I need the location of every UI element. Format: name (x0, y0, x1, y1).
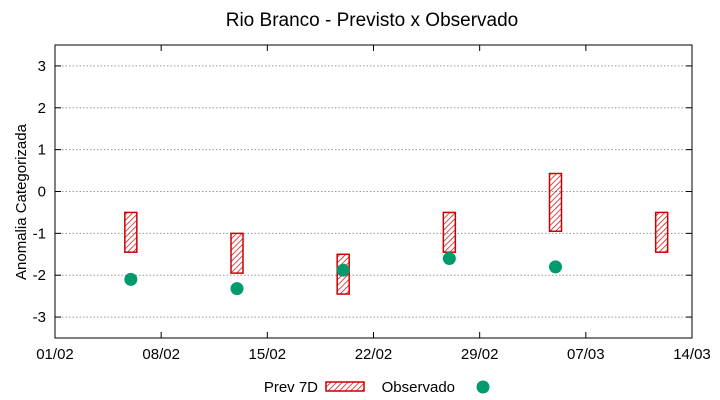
forecast-bars (124, 172, 669, 295)
observed-point (336, 263, 350, 277)
x-tick-label: 29/02 (461, 346, 499, 363)
x-tick-label: 07/03 (567, 346, 605, 363)
y-tick-label: 0 (38, 184, 46, 201)
observed-points (124, 251, 562, 296)
y-axis-label: Anomalia Categorizada (13, 123, 30, 280)
y-tick-label: -3 (33, 309, 46, 326)
y-tick-label: 1 (38, 142, 46, 159)
grid-lines (55, 65, 692, 318)
observed-point (549, 260, 562, 274)
axis-ticks: 3 2 1 0 -1 -2 -3 01/02 08/02 15/02 22/02 29/02 07/03… (33, 45, 711, 363)
observed-point (442, 251, 456, 265)
y-tick-label: -1 (33, 225, 46, 242)
chart-title: Rio Branco - Previsto x Observado (226, 10, 519, 31)
x-tick-label: 22/02 (355, 346, 393, 363)
observed-point (124, 272, 138, 286)
x-tick-label: 14/03 (673, 346, 711, 363)
forecast-bar (230, 232, 244, 274)
forecast-bar (442, 211, 457, 253)
x-tick-label: 15/02 (249, 346, 287, 363)
x-tick-label: 08/02 (142, 346, 180, 363)
observed-point (230, 282, 244, 296)
legend: Prev 7D Observado (264, 379, 490, 396)
x-tick-label: 01/02 (36, 346, 74, 363)
legend-swatch-prev (325, 381, 365, 392)
forecast-bar (548, 172, 563, 233)
forecast-bar (654, 211, 669, 253)
legend-label-prev: Prev 7D (264, 379, 318, 396)
y-tick-label: -2 (33, 267, 46, 284)
legend-label-observado: Observado (382, 379, 455, 396)
y-tick-label: 3 (38, 58, 46, 75)
forecast-bar (124, 211, 138, 253)
y-tick-label: 2 (38, 100, 46, 117)
legend-marker-observado (476, 380, 490, 394)
